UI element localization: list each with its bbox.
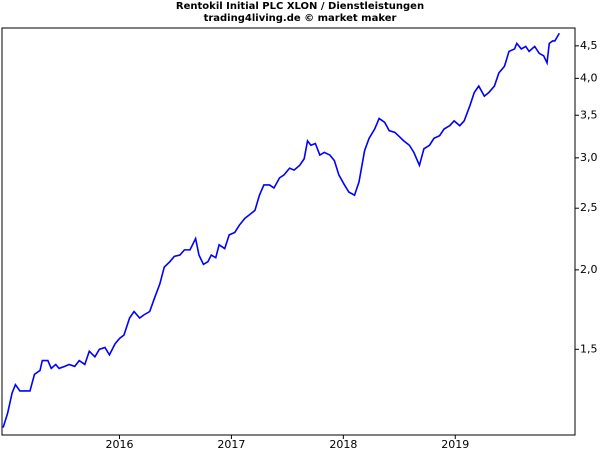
- y-tick-label: 3,0: [580, 151, 598, 164]
- x-tick-label: 2018: [329, 438, 357, 450]
- chart-subtitle: trading4living.de © market maker: [204, 13, 397, 24]
- x-tick-label: 2017: [217, 438, 245, 450]
- plot-frame: [1, 27, 576, 436]
- y-tick-label: 4,5: [580, 39, 598, 52]
- y-tick-label: 4,0: [580, 71, 598, 84]
- price-line: [2, 32, 561, 428]
- x-tick-label: 2016: [106, 438, 134, 450]
- y-tick-label: 1,5: [580, 342, 598, 355]
- y-tick-label: 2,0: [580, 263, 598, 276]
- y-tick-label: 2,5: [580, 201, 598, 214]
- x-tick-label: 2019: [441, 438, 469, 450]
- y-tick-label: 3,5: [580, 108, 598, 121]
- chart-title: Rentokil Initial PLC XLON / Dienstleistu…: [176, 1, 424, 12]
